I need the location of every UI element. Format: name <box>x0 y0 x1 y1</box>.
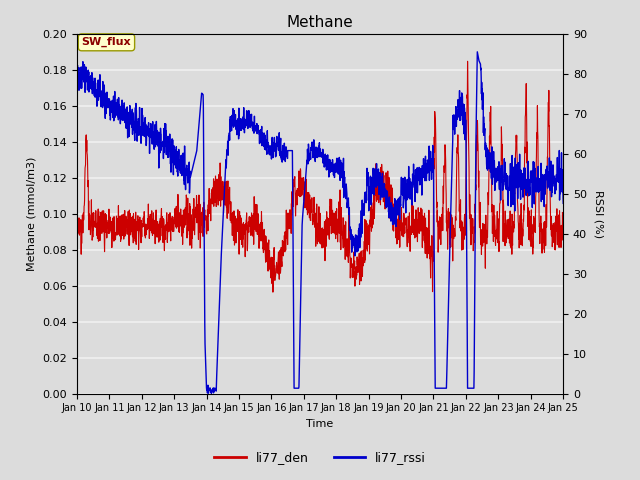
Y-axis label: RSSI (%): RSSI (%) <box>594 190 604 238</box>
Legend: li77_den, li77_rssi: li77_den, li77_rssi <box>209 446 431 469</box>
Y-axis label: Methane (mmol/m3): Methane (mmol/m3) <box>27 156 36 271</box>
Title: Methane: Methane <box>287 15 353 30</box>
X-axis label: Time: Time <box>307 419 333 429</box>
Text: SW_flux: SW_flux <box>82 37 131 48</box>
